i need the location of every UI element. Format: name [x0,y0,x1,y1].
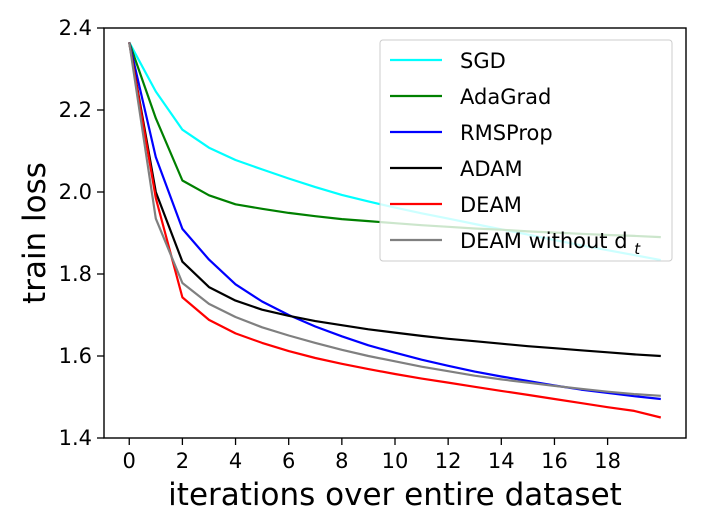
y-tick-label: 2.4 [59,16,92,40]
x-tick-label: 6 [282,449,295,473]
legend-label-sgd: SGD [460,49,506,73]
legend-label-rmsprop: RMSProp [460,121,553,145]
x-tick-label: 8 [335,449,348,473]
y-tick-label: 1.8 [59,262,92,286]
axis-ticks: 0 2 4 6 8 10 12 14 16 18 1.4 1.6 1.8 2.0 2.2 2.4 [59,16,621,473]
legend-frame [379,39,673,262]
x-tick-label: 2 [176,449,189,473]
x-tick-label: 14 [488,449,515,473]
y-tick-label: 1.4 [59,426,92,450]
x-tick-label: 10 [382,449,409,473]
y-axis-label: train loss [17,162,53,304]
legend: SGD AdaGrad RMSProp ADAM DEAM DEAM without d … [379,39,673,262]
y-tick-label: 2.2 [59,98,92,122]
series-line-deam-without-d [128,42,661,397]
y-tick-label: 1.6 [59,344,92,368]
x-tick-label: 0 [123,449,136,473]
x-tick-label: 12 [435,449,462,473]
legend-label-deam-without-d: DEAM without d t [460,229,641,258]
y-tick-label: 2.0 [59,180,92,204]
x-tick-label: 18 [594,449,621,473]
series-line-deam [128,42,662,419]
x-axis-label: iterations over entire dataset [168,477,622,513]
legend-label-deam: DEAM [460,193,522,217]
legend-label-adam: ADAM [460,157,523,181]
x-tick-label: 16 [541,449,568,473]
legend-label-adagrad: AdaGrad [460,85,551,109]
x-tick-label: 4 [229,449,242,473]
series-line-adam [128,42,661,358]
